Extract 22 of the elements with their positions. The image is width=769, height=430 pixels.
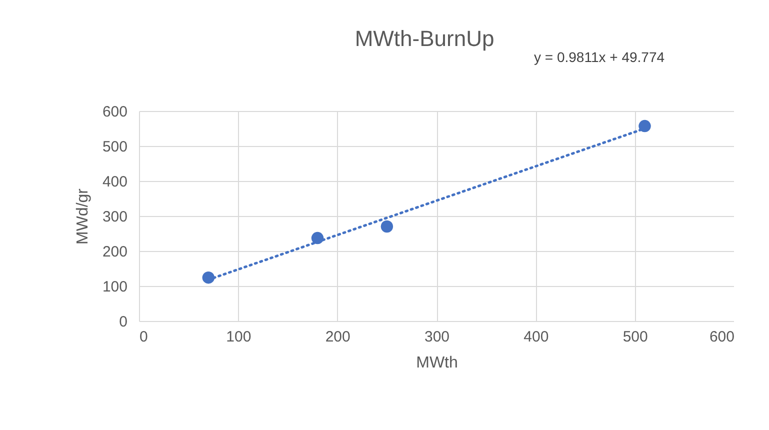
- x-tick-label: 400: [524, 328, 549, 346]
- y-tick-label: 500: [102, 138, 128, 156]
- x-tick-label: 100: [226, 328, 252, 346]
- chart-title: MWth-BurnUp: [354, 26, 494, 51]
- x-tick-label: 500: [622, 328, 648, 346]
- text: y = 0.9811x + 49.774: [534, 49, 665, 65]
- y-tick-label: 400: [102, 174, 128, 190]
- x-tick-label: 0: [140, 328, 148, 346]
- y-tick-label: 0: [119, 314, 128, 330]
- y-tick-label: 300: [102, 208, 128, 226]
- x-tick-label: 200: [325, 328, 350, 346]
- y-tick-label: 600: [102, 104, 128, 120]
- y-tick-label: 100: [102, 278, 128, 296]
- point: [638, 120, 651, 132]
- point: [202, 271, 215, 284]
- y-axis-title: MWd/gr: [74, 188, 92, 244]
- x-tick-label: 600: [709, 328, 734, 346]
- x-axis-title: MWth: [416, 354, 458, 372]
- point: [380, 220, 394, 233]
- y-tick-label: 200: [102, 244, 128, 260]
- x-tick-label: 300: [424, 328, 450, 346]
- point: [311, 232, 324, 244]
